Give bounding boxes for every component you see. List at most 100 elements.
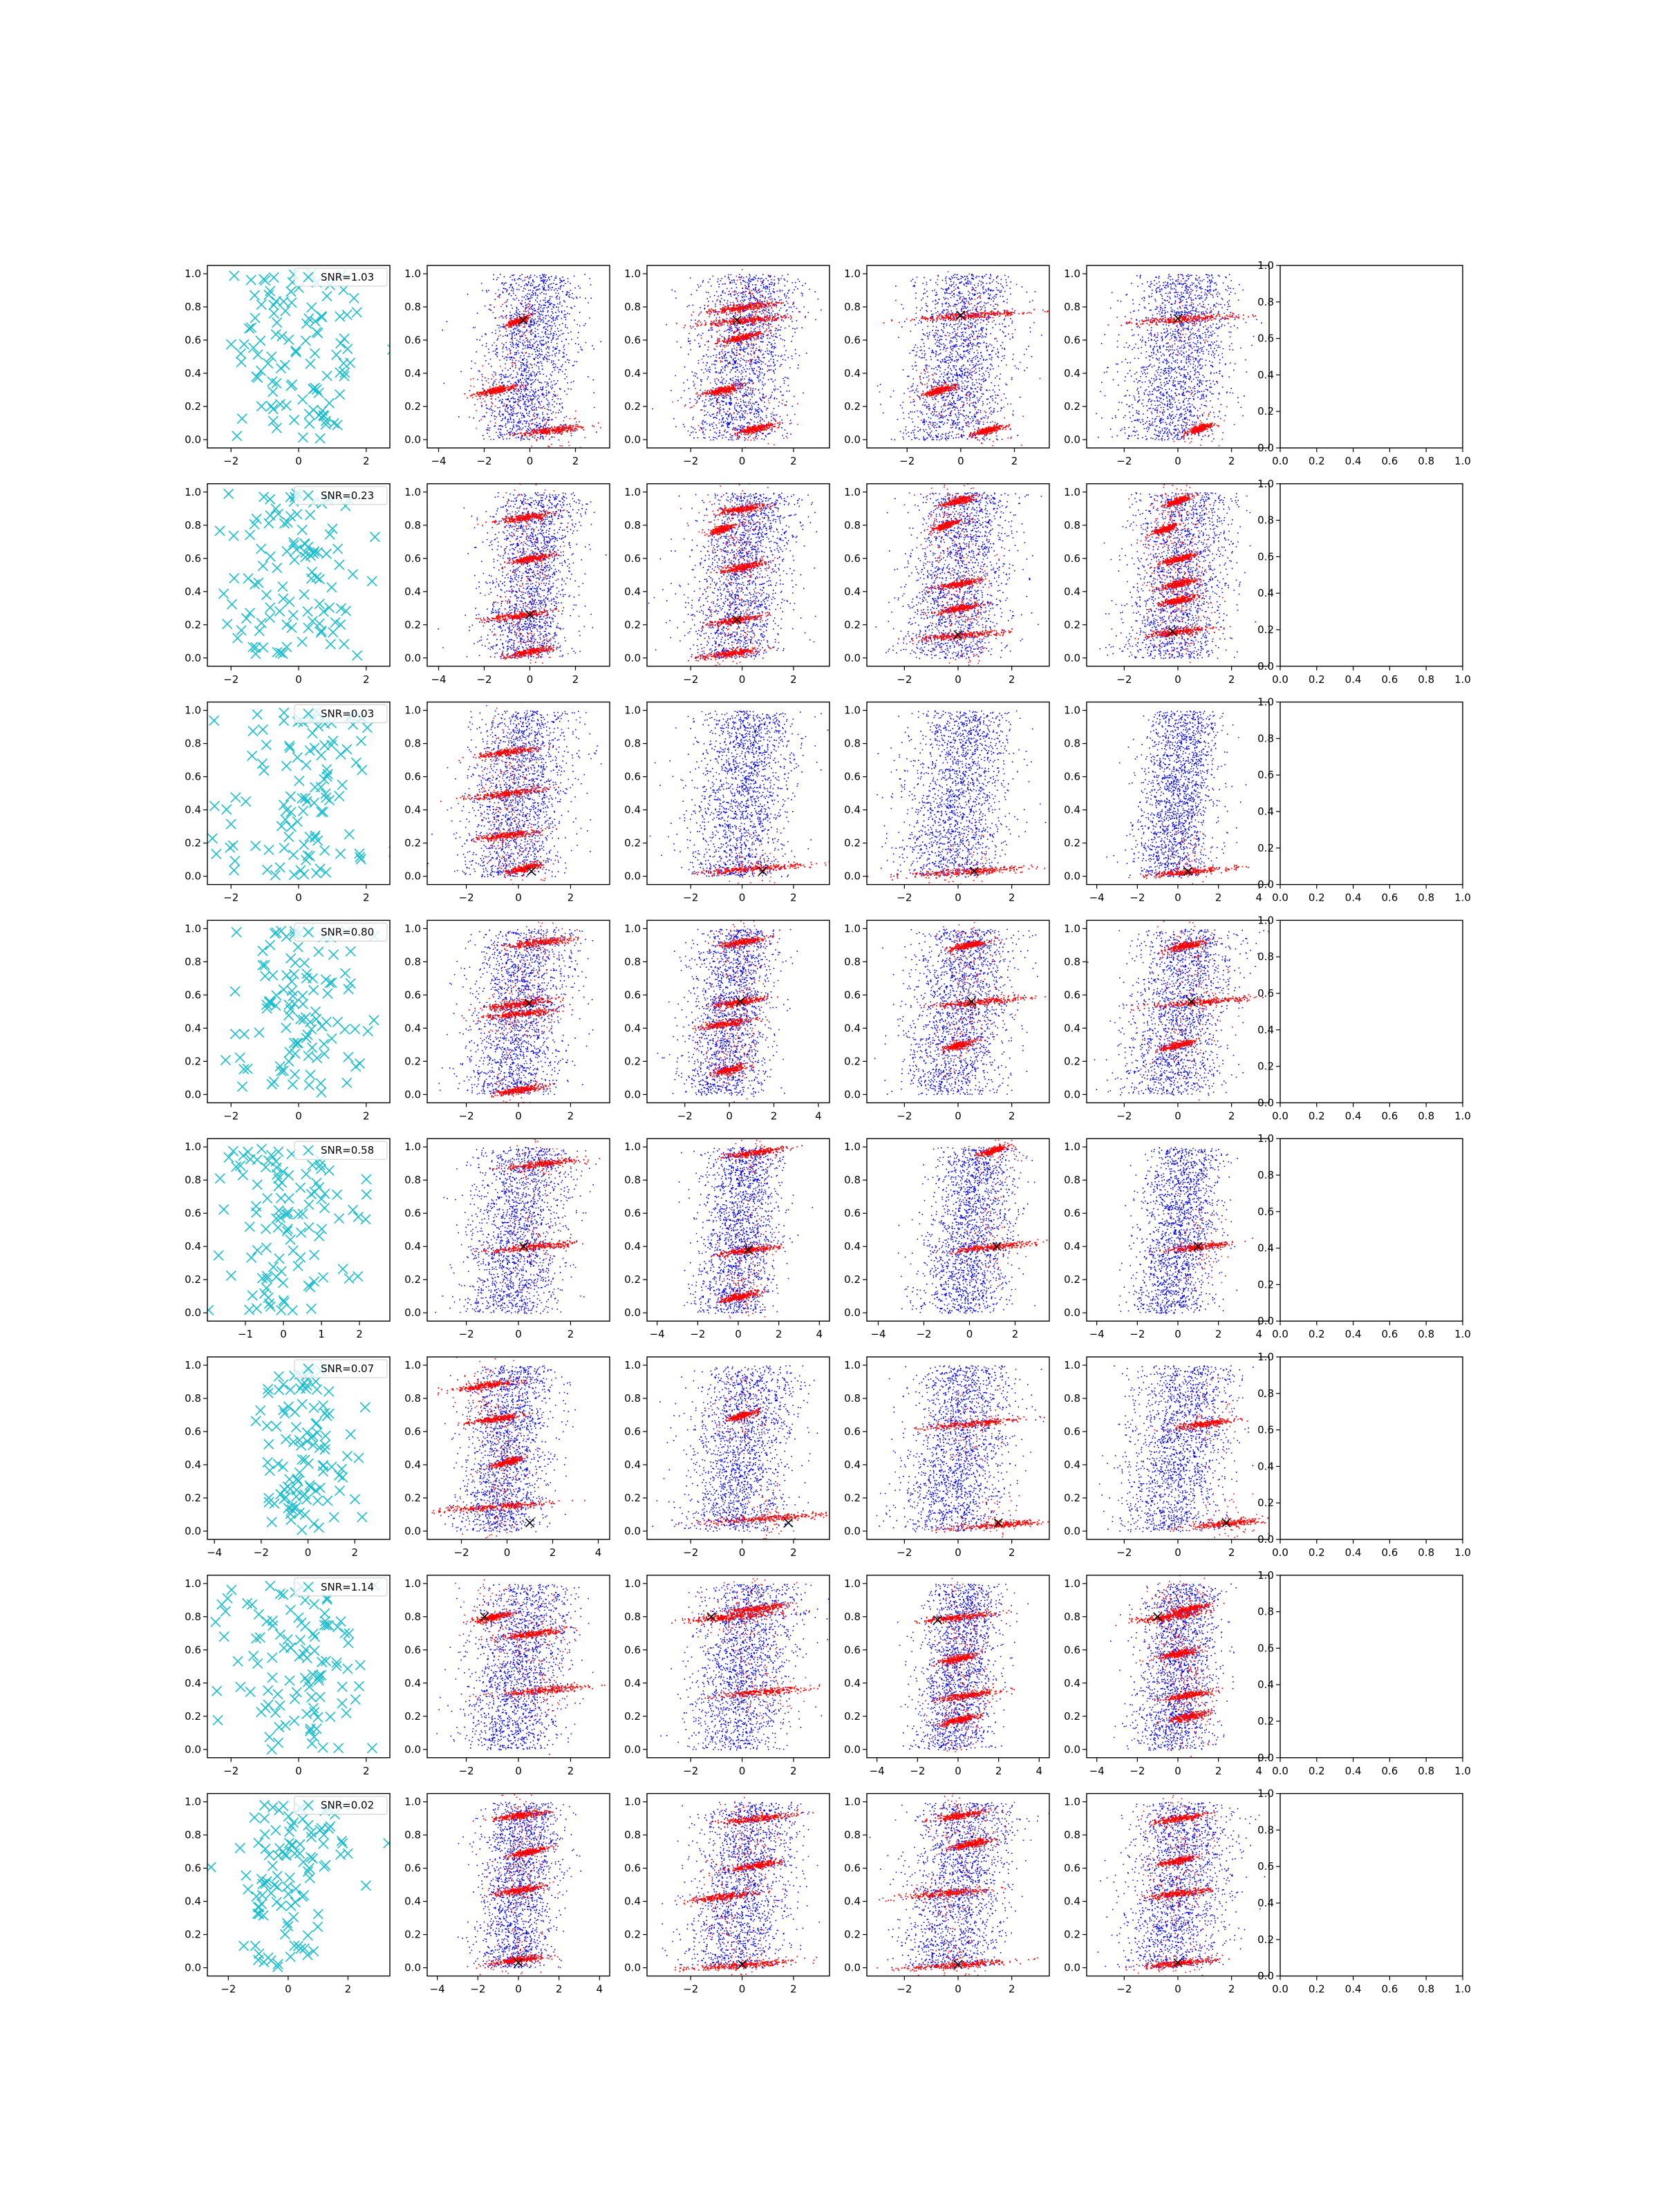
sample-marker [257, 724, 268, 735]
ytick-label: 1.0 [1257, 1569, 1274, 1582]
sample-marker [232, 1656, 243, 1667]
panel-r5-c5: 0.0 0.2 0.4 0.6 0.8 1.0 −4 −2 0 2 4 [1064, 1138, 1270, 1340]
ytick-label: 0.8 [185, 738, 201, 750]
sample-marker [279, 1297, 290, 1308]
sample-marker [259, 1288, 270, 1299]
sample-marker [313, 387, 324, 398]
sample-marker [272, 563, 283, 574]
ytick-label: 0.4 [844, 1240, 861, 1253]
ytick-label: 0.0 [1064, 652, 1080, 664]
highlight-band [1140, 988, 1210, 1101]
sample-marker [269, 1498, 280, 1509]
panel-r8-c6: 0.0 0.2 0.4 0.6 0.8 1.0 0.0 0.2 0.4 0.6 0.8 1.0 [1257, 1788, 1471, 1996]
sample-marker [279, 1408, 290, 1419]
ytick-label: 0.2 [185, 1929, 201, 1941]
ytick-label: 0.2 [404, 1710, 421, 1723]
sample-marker [290, 1422, 301, 1433]
center-marker [524, 998, 534, 1008]
sample-marker [299, 1943, 310, 1954]
xtick-label: −2 [476, 455, 491, 467]
background-points [1099, 491, 1257, 659]
sample-marker [263, 1387, 274, 1398]
legend: SNR=0.02 [294, 1796, 388, 1815]
sample-marker [235, 348, 246, 359]
sample-marker [236, 625, 247, 636]
xtick-label: −4 [1089, 1328, 1105, 1340]
xtick-label: −4 [431, 673, 446, 686]
xtick-label: 0 [515, 1765, 522, 1777]
ytick-label: 0.0 [185, 870, 201, 883]
sample-marker [333, 1743, 344, 1754]
sample-marker [253, 577, 264, 588]
sample-marker [297, 394, 308, 405]
center-marker [732, 615, 742, 625]
ytick-label: 0.0 [1257, 1970, 1274, 1983]
highlight-band [904, 1386, 1045, 1461]
center-marker [738, 1960, 747, 1969]
sample-marker [303, 1080, 315, 1091]
sample-marker [308, 1732, 320, 1743]
xtick-label: 0.2 [1309, 1109, 1325, 1122]
ytick-label: 0.8 [185, 301, 201, 313]
panel-r4-c5: 0.0 0.2 0.4 0.6 0.8 1.0 −2 0 2 [1064, 919, 1270, 1122]
sample-marker [250, 841, 261, 852]
sample-marker [303, 1866, 314, 1877]
sample-marker [281, 400, 292, 411]
ytick-label: 1.0 [185, 1359, 201, 1371]
sample-marker [285, 491, 296, 503]
sample-marker [304, 1725, 316, 1736]
sample-marker [326, 1461, 337, 1472]
sample-marker [316, 312, 328, 323]
plot-area [652, 269, 822, 448]
legend: SNR=0.07 [294, 1359, 388, 1378]
ytick-label: 1.0 [1064, 704, 1080, 717]
sample-marker [300, 792, 311, 804]
ytick-label: 0.6 [624, 771, 641, 783]
plot-area [250, 1361, 371, 1535]
ytick-label: 1.0 [844, 1577, 861, 1590]
ytick-label: 0.4 [624, 367, 641, 379]
highlight-band [440, 723, 559, 843]
xtick-label: 0 [280, 1328, 287, 1340]
sample-marker [256, 1873, 267, 1884]
ytick-label: 0.2 [1257, 842, 1274, 854]
sample-marker [315, 1078, 326, 1089]
ytick-label: 0.0 [1064, 870, 1080, 883]
sample-marker [301, 973, 312, 984]
sample-marker [284, 1675, 295, 1686]
ytick-label: 0.4 [1257, 805, 1274, 818]
xtick-label: 2 [1215, 1765, 1222, 1777]
center-marker [1168, 626, 1177, 636]
sample-marker [332, 1016, 343, 1027]
axes-frame [1280, 919, 1463, 1104]
sample-marker [278, 593, 289, 604]
sample-marker [305, 1481, 316, 1493]
sample-marker [247, 726, 259, 737]
sample-marker [310, 1485, 321, 1496]
xtick-label: 0.8 [1418, 455, 1434, 467]
highlight-band [709, 529, 794, 604]
sample-marker [236, 1081, 248, 1092]
ytick-label: 0.2 [624, 1055, 641, 1067]
sample-marker [317, 1466, 329, 1477]
axes-frame [1280, 1575, 1463, 1759]
plot-area [678, 1138, 814, 1319]
axes-frame [1280, 1138, 1463, 1322]
ytick-label: 0.0 [1064, 1306, 1080, 1319]
ytick-label: 1.0 [624, 704, 641, 717]
plot-area [652, 1365, 827, 1539]
highlight-points [431, 1357, 585, 1539]
ytick-label: 0.2 [1064, 1929, 1080, 1941]
sample-marker [304, 1480, 315, 1491]
ytick-label: 0.8 [624, 1392, 641, 1405]
sample-marker [252, 1658, 263, 1669]
ytick-label: 0.0 [624, 1962, 641, 1974]
sample-marker [345, 1429, 356, 1440]
ytick-label: 1.0 [1257, 1351, 1274, 1363]
ytick-label: 0.0 [404, 1743, 421, 1756]
sample-marker [305, 358, 316, 369]
ytick-label: 0.0 [844, 870, 861, 883]
background-point-cloud [874, 928, 1038, 1096]
highlight-band [458, 702, 554, 794]
legend-marker [303, 926, 314, 937]
